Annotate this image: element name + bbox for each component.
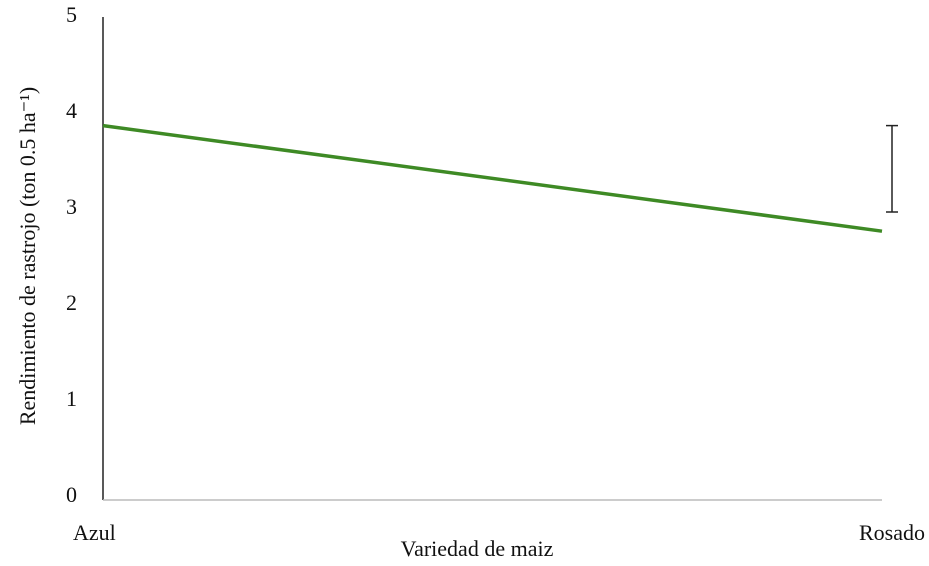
- y-axis-title: Rendimiento de rastrojo (ton 0.5 ha⁻¹): [15, 87, 40, 425]
- x-tick-label: Azul: [73, 520, 116, 545]
- y-tick-label: 1: [66, 386, 77, 411]
- y-tick-label: 5: [66, 2, 77, 27]
- x-axis-title: Variedad de maiz: [401, 536, 554, 561]
- y-tick-label: 4: [66, 98, 77, 123]
- line: [102, 123, 883, 233]
- y-tick-label: 0: [66, 482, 77, 507]
- y-tick-label: 3: [66, 194, 77, 219]
- x-tick-label: Rosado: [859, 520, 925, 545]
- y-tick-label: 2: [66, 290, 77, 315]
